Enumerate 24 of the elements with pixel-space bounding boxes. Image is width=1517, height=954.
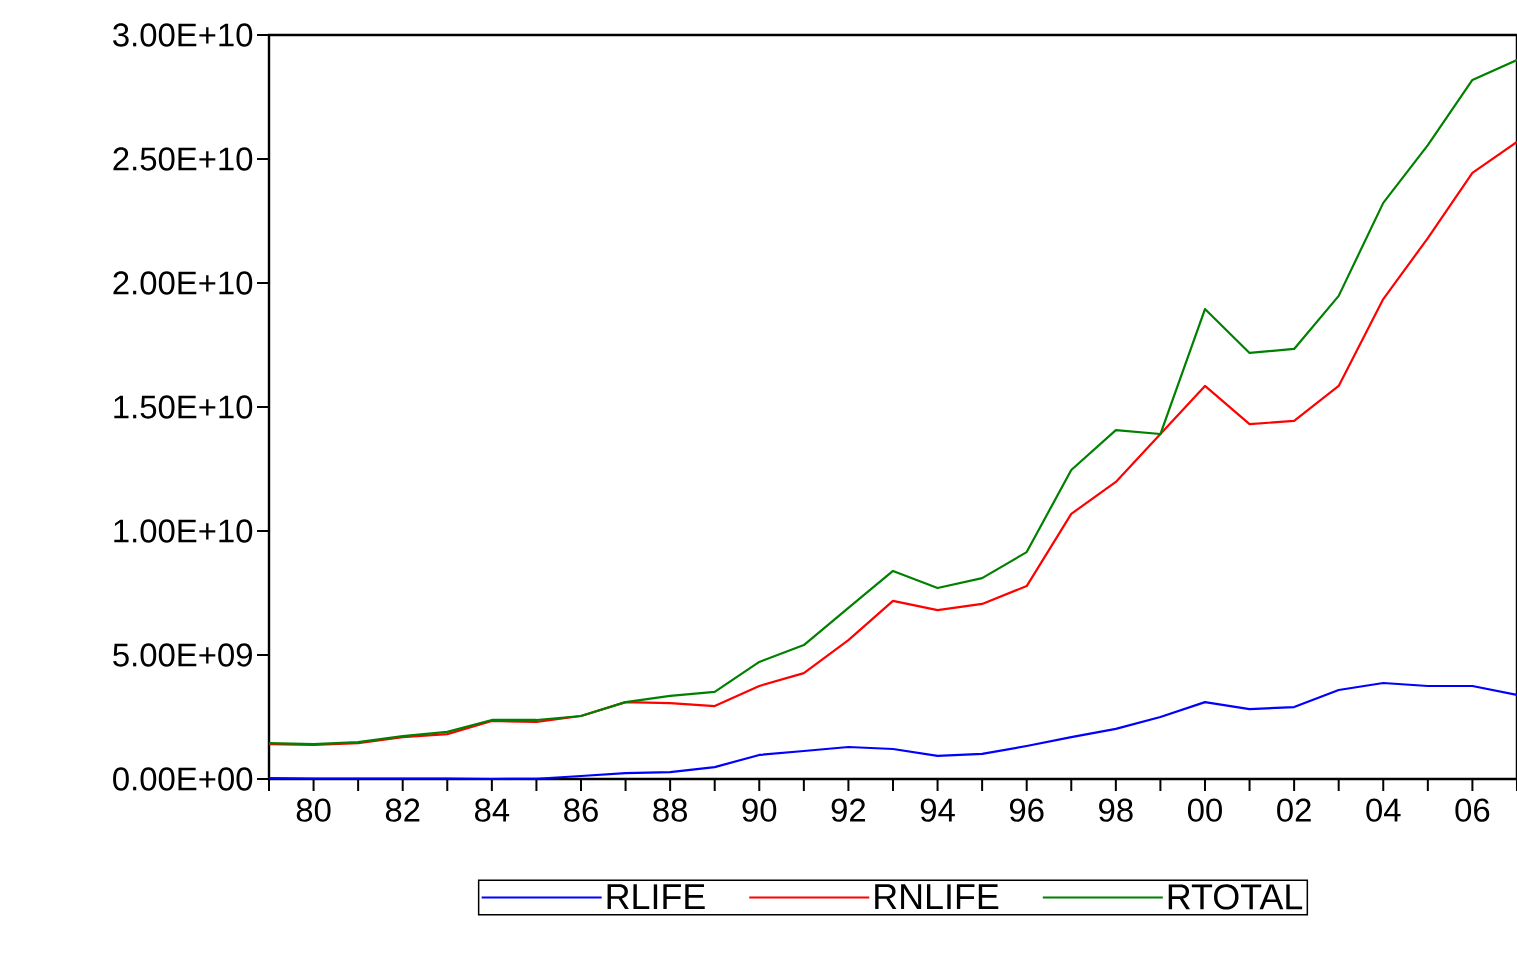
x-tick-label: 94 <box>920 798 955 822</box>
x-tick-label: 80 <box>296 798 331 822</box>
x-tick-label: 02 <box>1277 798 1311 822</box>
x-tick-label: 90 <box>742 798 777 822</box>
x-tick-label: 04 <box>1366 798 1401 822</box>
legend-label: RTOTAL <box>1168 884 1303 910</box>
y-tick-label: 1.50E+10 <box>114 395 253 419</box>
x-tick-label: 88 <box>653 798 687 822</box>
y-tick-label: 0.00E+00 <box>113 767 253 791</box>
x-tick-label: 06 <box>1455 798 1490 822</box>
y-tick-label: 5.00E+09 <box>113 643 252 667</box>
legend-label: RNLIFE <box>875 884 999 910</box>
y-tick-label: 2.50E+10 <box>113 147 253 171</box>
x-tick-label: 96 <box>1009 798 1044 822</box>
x-tick-label: 98 <box>1099 798 1133 822</box>
y-tick-label: 1.00E+10 <box>114 519 253 543</box>
x-tick-label: 84 <box>474 798 510 822</box>
y-tick-label: 2.00E+10 <box>113 271 253 295</box>
x-tick-label: 82 <box>385 798 420 822</box>
x-tick-label: 86 <box>564 798 598 822</box>
x-tick-label: 00 <box>1187 798 1222 822</box>
legend-label: RLIFE <box>607 884 705 910</box>
x-tick-label: 92 <box>831 798 866 822</box>
y-tick-label: 3.00E+10 <box>113 23 253 47</box>
